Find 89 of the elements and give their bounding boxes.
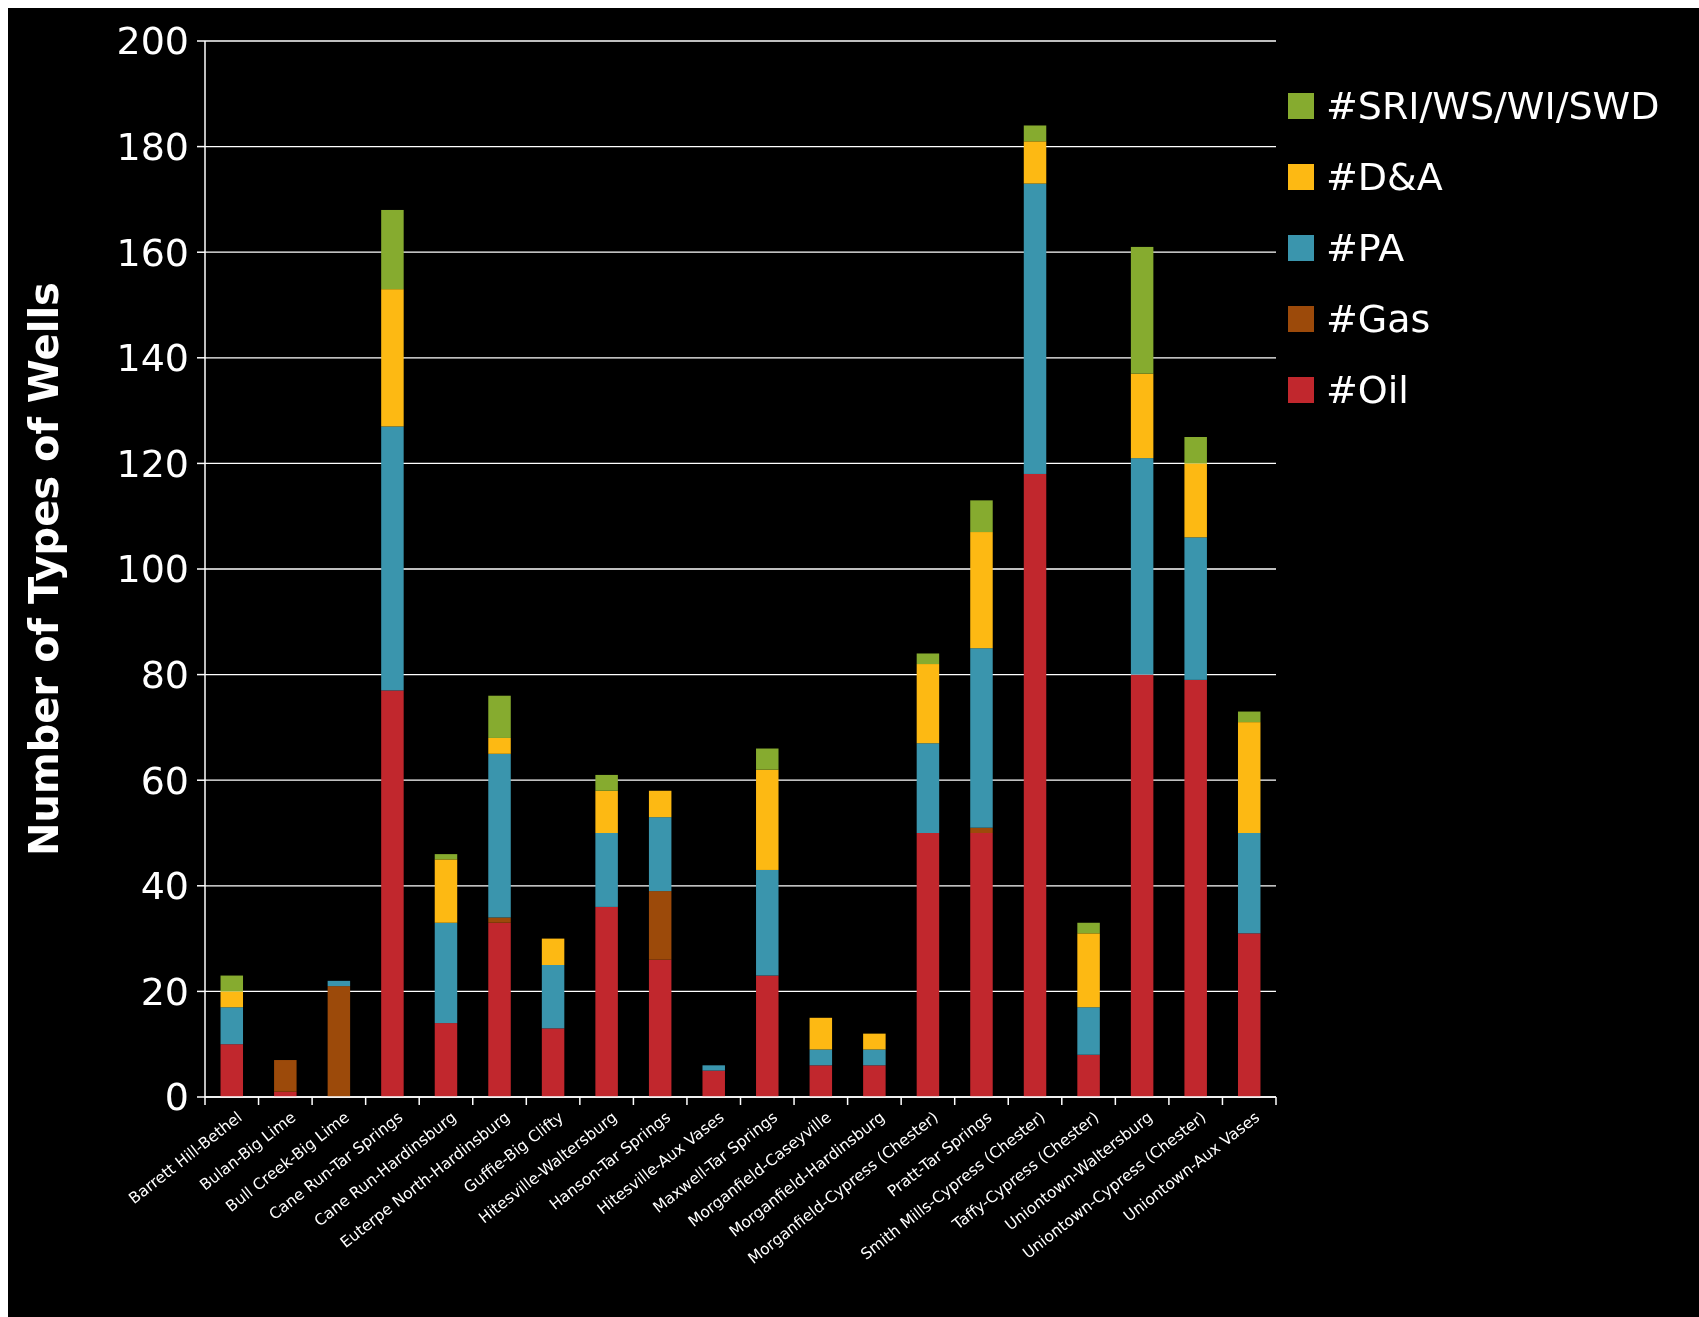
bar: [1184, 437, 1207, 464]
bar: [916, 833, 940, 1097]
y-tick-label: 40: [140, 864, 189, 909]
y-tick-label: 160: [116, 230, 189, 275]
bar: [488, 695, 511, 738]
bar: [1237, 722, 1261, 833]
bar: [434, 859, 458, 923]
bar: [1023, 473, 1047, 1097]
bar: [488, 922, 511, 1097]
y-tick-label: 20: [140, 969, 189, 1014]
bar: [434, 922, 458, 1024]
bar: [595, 833, 618, 907]
bar: [648, 790, 672, 818]
bar: [274, 1060, 297, 1092]
bar: [381, 426, 404, 691]
bar: [1077, 933, 1100, 1008]
bar: [1077, 1054, 1100, 1097]
bar: [1237, 711, 1261, 723]
bar: [1184, 463, 1207, 538]
bar: [1077, 922, 1100, 934]
bar: [970, 833, 993, 1097]
bar: [756, 975, 779, 1097]
bar: [488, 737, 511, 754]
bar: [863, 1065, 886, 1097]
bar: [1130, 373, 1154, 459]
bar: [1184, 679, 1207, 1097]
bar: [327, 980, 351, 987]
bar: [488, 753, 511, 918]
bar: [863, 1049, 886, 1066]
bar: [327, 986, 351, 1097]
y-tick-label: 0: [164, 1075, 189, 1120]
y-tick-label: 120: [116, 441, 189, 486]
y-axis-title: Number of Types of Wells: [21, 282, 67, 856]
bar: [434, 1023, 458, 1097]
bar: [1237, 833, 1261, 934]
bar: [381, 289, 404, 427]
bar: [1237, 933, 1261, 1097]
bar: [220, 991, 244, 1008]
bar: [1077, 1007, 1100, 1055]
bar: [220, 975, 244, 992]
bar: [595, 790, 618, 833]
bar: [1023, 183, 1047, 474]
y-tick-label: 140: [116, 336, 189, 381]
y-tick-label: 60: [140, 758, 189, 803]
bar: [541, 938, 565, 965]
bar: [541, 1028, 565, 1097]
bar: [381, 209, 404, 290]
y-tick-label: 200: [116, 19, 189, 64]
bar: [648, 817, 672, 892]
bar: [648, 959, 672, 1097]
bar: [863, 1033, 886, 1050]
bar: [916, 743, 940, 833]
legend-label: #SRI/WS/WI/SWD: [1326, 84, 1660, 129]
bar: [648, 891, 672, 960]
bar: [220, 1007, 244, 1045]
bar: [1130, 246, 1154, 374]
legend-label: #Oil: [1326, 368, 1409, 413]
bar: [595, 906, 618, 1097]
y-tick-label: 80: [140, 652, 189, 697]
bar: [809, 1065, 833, 1097]
bar: [970, 827, 993, 833]
bar: [1023, 141, 1047, 184]
bar: [756, 769, 779, 870]
legend-label: #Gas: [1326, 297, 1431, 342]
legend-label: #D&A: [1326, 155, 1443, 200]
bar: [488, 917, 511, 923]
bar: [756, 748, 779, 770]
bar: [809, 1017, 833, 1050]
y-tick-label: 100: [116, 547, 189, 592]
y-tick-label: 180: [116, 124, 189, 169]
bar: [381, 690, 404, 1097]
bar: [916, 664, 940, 744]
bar: [541, 965, 565, 1029]
bar: [970, 532, 993, 649]
bar: [702, 1065, 725, 1071]
bar: [970, 500, 993, 533]
bar: [1130, 458, 1154, 675]
bar: [1023, 125, 1047, 142]
bar: [702, 1070, 725, 1097]
bar: [595, 774, 618, 791]
bar: [1184, 537, 1207, 680]
bar: [220, 1044, 244, 1097]
bar: [970, 648, 993, 828]
bar: [434, 854, 458, 860]
bar: [1130, 674, 1154, 1097]
bar: [916, 653, 940, 665]
bar: [756, 869, 779, 976]
bar: [809, 1049, 833, 1066]
legend-label: #PA: [1326, 226, 1405, 271]
